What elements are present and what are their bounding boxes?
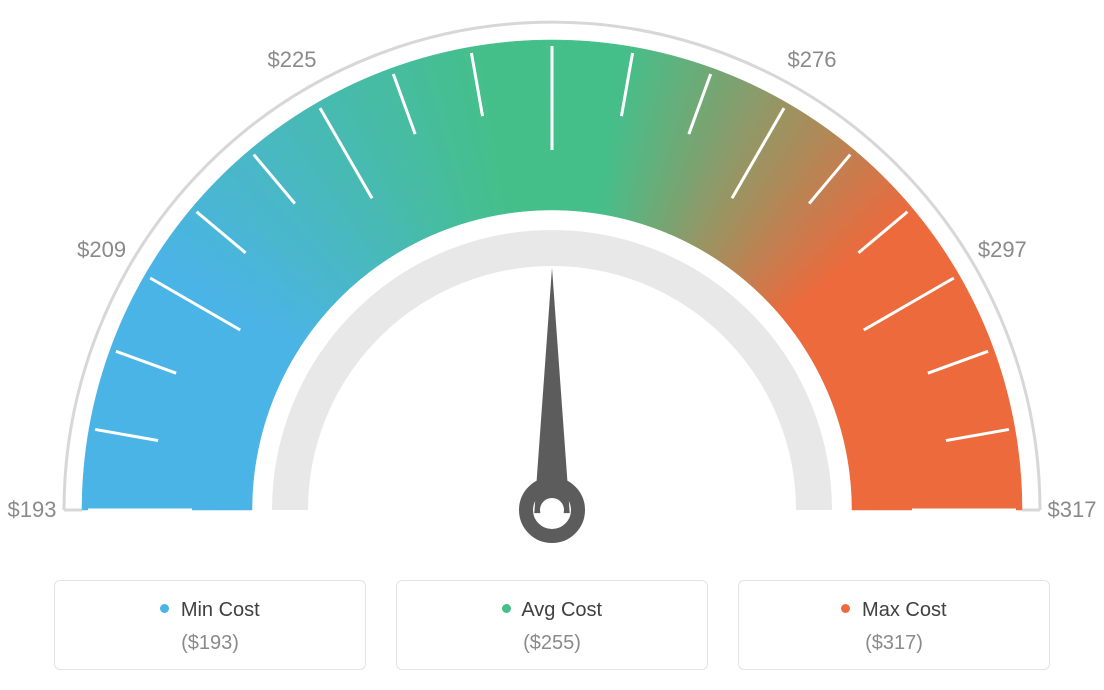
legend-label-min: Min Cost xyxy=(181,599,260,621)
gauge-tick-label: $225 xyxy=(268,47,317,73)
legend-card-max: Max Cost ($317) xyxy=(738,580,1050,670)
legend-row: Min Cost ($193) Avg Cost ($255) Max Cost… xyxy=(0,580,1104,670)
gauge-tick-label: $209 xyxy=(77,237,126,263)
gauge-chart: $193 $209 $225 $255 $276 $297 $317 xyxy=(0,0,1104,560)
gauge-svg xyxy=(0,0,1104,560)
legend-value-max: ($317) xyxy=(739,632,1049,655)
legend-card-avg: Avg Cost ($255) xyxy=(396,580,708,670)
legend-value-min: ($193) xyxy=(55,632,365,655)
legend-title-avg: Avg Cost xyxy=(397,599,707,622)
legend-label-max: Max Cost xyxy=(862,599,946,621)
gauge-tick-label: $297 xyxy=(978,237,1027,263)
legend-title-max: Max Cost xyxy=(739,599,1049,622)
gauge-tick-label: $276 xyxy=(788,47,837,73)
dot-max xyxy=(841,604,850,613)
chart-container: $193 $209 $225 $255 $276 $297 $317 Min Cost ($… xyxy=(0,0,1104,690)
gauge-tick-label: $255 xyxy=(528,0,577,3)
dot-min xyxy=(160,604,169,613)
gauge-tick-label: $317 xyxy=(1048,497,1097,523)
legend-card-min: Min Cost ($193) xyxy=(54,580,366,670)
legend-label-avg: Avg Cost xyxy=(521,599,602,621)
gauge-tick-label: $193 xyxy=(8,497,57,523)
legend-value-avg: ($255) xyxy=(397,632,707,655)
legend-title-min: Min Cost xyxy=(55,599,365,622)
dot-avg xyxy=(502,604,511,613)
